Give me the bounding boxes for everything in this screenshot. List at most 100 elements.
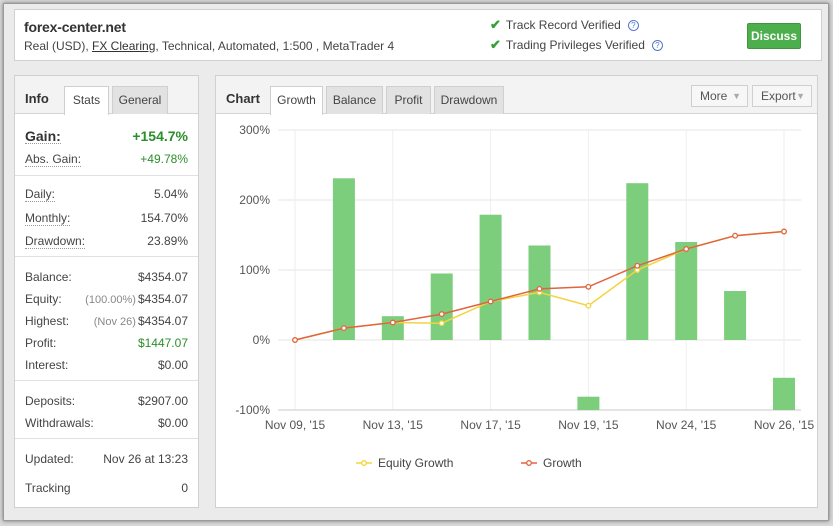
equity-growth-point	[438, 320, 445, 327]
updated-label: Updated:	[25, 452, 74, 466]
info-tabbar: Info Stats General	[15, 76, 198, 115]
divider	[15, 380, 198, 381]
growth-bar	[724, 291, 747, 340]
window-frame: forex-center.net Real (USD), FX Clearing…	[3, 3, 829, 521]
divider	[15, 438, 198, 439]
highest-date: (Nov 26)	[93, 316, 136, 328]
profit-label: Profit:	[25, 336, 57, 350]
trading-privileges-label: Trading Privileges Verified	[505, 38, 645, 52]
updated-row: Updated: Nov 26 at 13:23	[25, 452, 188, 466]
growth-bar	[773, 377, 795, 410]
equity-value: $4354.07	[137, 292, 188, 306]
monthly-value: 154.70%	[140, 211, 188, 225]
growth-bar	[577, 396, 600, 410]
profit-row: Profit: $1447.07	[25, 336, 188, 350]
discuss-button[interactable]: Discuss	[747, 23, 801, 49]
account-desc-prefix: Real (USD),	[24, 39, 93, 53]
more-dropdown[interactable]: More ▼	[691, 85, 748, 107]
chart-panel: Chart Growth Balance Profit Drawdown Mor…	[215, 75, 818, 508]
chart-title: Chart	[226, 91, 260, 106]
balance-row: Balance: $4354.07	[25, 270, 188, 284]
chevron-down-icon: ▼	[796, 91, 805, 101]
abs-gain-row: Abs. Gain: +49.78%	[25, 152, 188, 167]
drawdown-value: 23.89%	[147, 234, 188, 248]
growth-bar	[626, 183, 649, 340]
legend-marker	[361, 460, 367, 466]
divider	[15, 175, 198, 176]
growth-point	[536, 285, 543, 292]
tab-drawdown[interactable]: Drawdown	[434, 86, 504, 114]
daily-label: Daily:	[25, 187, 56, 202]
tracking-value: 0	[181, 481, 188, 495]
chevron-down-icon: ▼	[732, 91, 741, 101]
profit-value: $1447.07	[137, 336, 188, 350]
growth-bar	[430, 273, 453, 340]
help-icon[interactable]: ?	[627, 19, 639, 31]
y-tick-label: -100%	[235, 403, 270, 417]
interest-label: Interest:	[25, 358, 69, 372]
gain-label: Gain:	[25, 128, 61, 144]
growth-point	[487, 298, 494, 305]
account-desc-suffix: , Technical, Automated, 1:500 , MetaTrad…	[155, 39, 395, 53]
tab-stats[interactable]: Stats	[64, 86, 109, 115]
drawdown-row: Drawdown: 23.89%	[25, 234, 188, 249]
tab-balance[interactable]: Balance	[326, 86, 383, 114]
gain-row: Gain: +154.7%	[25, 128, 188, 144]
y-tick-label: 100%	[239, 263, 270, 277]
legend-label: Equity Growth	[378, 456, 453, 470]
site-title[interactable]: forex-center.net	[24, 19, 126, 35]
interest-value: $0.00	[157, 358, 188, 372]
help-icon[interactable]: ?	[651, 39, 663, 51]
abs-gain-value: +49.78%	[140, 152, 188, 166]
growth-chart: -100% 0% 100% 200% 300% Nov 09, '15 Nov 13, '1…	[235, 123, 814, 470]
interest-row: Interest: $0.00	[25, 358, 188, 372]
check-icon: ✔	[490, 37, 501, 52]
growth-point	[683, 246, 690, 252]
growth-point	[781, 228, 787, 235]
monthly-row: Monthly: 154.70%	[25, 211, 188, 226]
divider	[15, 256, 198, 257]
deposits-row: Deposits: $2907.00	[25, 394, 188, 408]
track-record-verified: ✔ Track Record Verified ?	[490, 17, 639, 33]
daily-row: Daily: 5.04%	[25, 187, 188, 202]
broker-link[interactable]: FX Clearing	[92, 39, 156, 53]
daily-value: 5.04%	[153, 187, 188, 201]
trading-privileges-verified: ✔ Trading Privileges Verified ?	[490, 37, 663, 53]
growth-point	[634, 262, 641, 269]
drawdown-label: Drawdown:	[25, 234, 86, 249]
equity-percent: (100.00%)	[85, 294, 136, 306]
x-tick-label: Nov 24, '15	[656, 418, 717, 432]
highest-row: Highest: (Nov 26) $4354.07	[25, 314, 188, 328]
growth-point	[438, 311, 445, 318]
withdrawals-label: Withdrawals:	[25, 416, 94, 430]
x-tick-label: Nov 09, '15	[265, 418, 326, 432]
x-tick-label: Nov 19, '15	[558, 418, 619, 432]
info-title: Info	[25, 91, 49, 106]
x-tick-label: Nov 17, '15	[460, 418, 521, 432]
growth-bar	[332, 178, 355, 340]
tracking-label: Tracking	[25, 481, 71, 495]
y-tick-label: 300%	[239, 123, 270, 137]
growth-point	[292, 337, 298, 343]
x-tick-label: Nov 13, '15	[363, 418, 424, 432]
tab-growth[interactable]: Growth	[270, 86, 323, 115]
legend-label: Growth	[543, 456, 582, 470]
growth-point	[389, 319, 396, 326]
tab-general[interactable]: General	[112, 86, 168, 114]
growth-point	[585, 283, 592, 290]
y-tick-label: 0%	[253, 333, 271, 347]
growth-bar	[479, 214, 502, 340]
highest-value: $4354.07	[137, 314, 188, 328]
tab-profit[interactable]: Profit	[386, 86, 431, 114]
withdrawals-row: Withdrawals: $0.00	[25, 416, 188, 430]
equity-row: Equity: (100.00%) $4354.07	[25, 292, 188, 306]
tracking-row: Tracking 0	[25, 481, 188, 495]
withdrawals-value: $0.00	[157, 416, 188, 430]
more-label: More	[700, 89, 728, 103]
chart-tabbar: Chart Growth Balance Profit Drawdown Mor…	[216, 76, 817, 115]
deposits-label: Deposits:	[25, 394, 76, 408]
growth-bar	[675, 242, 698, 340]
highest-label: Highest:	[25, 314, 70, 328]
track-record-label: Track Record Verified	[505, 18, 621, 32]
export-dropdown[interactable]: Export ▼	[752, 85, 812, 107]
